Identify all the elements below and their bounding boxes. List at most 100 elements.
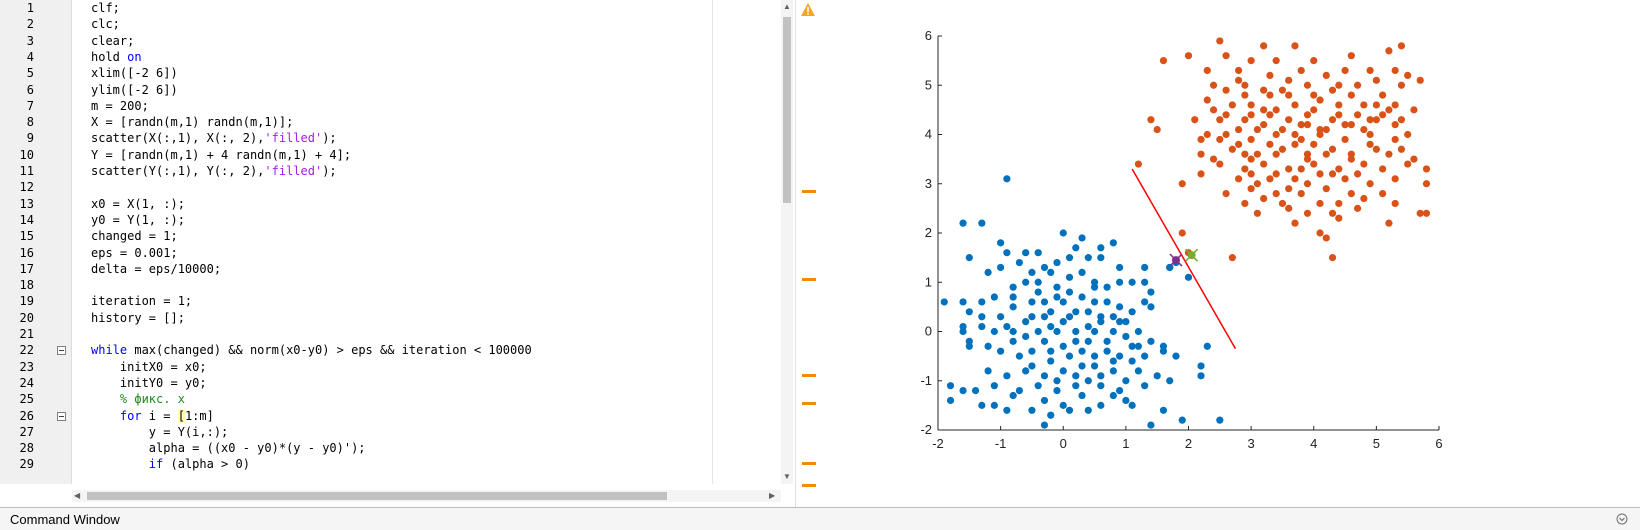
data-point-series-1 xyxy=(1003,406,1011,414)
data-point-series-2 xyxy=(1222,111,1230,119)
code-line[interactable]: scatter(Y(:,1), Y(:, 2),'filled'); xyxy=(91,163,337,180)
code-line[interactable]: while max(changed) && norm(x0-y0) > eps … xyxy=(91,342,532,359)
code-line[interactable]: scatter(X(:,1), X(:, 2),'filled'); xyxy=(91,130,337,147)
scroll-left-icon[interactable]: ◀ xyxy=(74,491,81,500)
data-point-series-2 xyxy=(1272,130,1280,139)
chevron-down-icon[interactable] xyxy=(1616,513,1628,525)
fold-toggle-icon[interactable] xyxy=(57,411,66,421)
data-point-series-2 xyxy=(1247,155,1255,163)
data-point-series-1 xyxy=(978,401,986,409)
warning-marker[interactable] xyxy=(802,402,816,405)
data-point-series-1 xyxy=(984,268,992,276)
data-point-series-1 xyxy=(1122,318,1130,326)
warning-marker[interactable] xyxy=(802,484,816,487)
data-point-series-1 xyxy=(1097,254,1105,262)
horizontal-scrollbar[interactable]: ◀ ▶ xyxy=(72,490,781,502)
line-number: 8 xyxy=(26,115,34,130)
code-line[interactable]: clc; xyxy=(91,16,120,33)
code-line[interactable]: x0 = X(1, :); xyxy=(91,196,185,213)
warning-marker[interactable] xyxy=(802,278,816,281)
code-line[interactable]: delta = eps/10000; xyxy=(91,261,221,278)
data-point-series-2 xyxy=(1335,81,1343,89)
data-point-series-2 xyxy=(1297,165,1305,173)
code-line[interactable]: ylim([-2 6]) xyxy=(91,82,178,99)
code-area[interactable]: clf; clc; clear; hold on xlim([-2 6]) ylim([-… xyxy=(72,0,782,484)
code-line[interactable]: X = [randn(m,1) randn(m,1)]; xyxy=(91,114,293,131)
data-point-series-2 xyxy=(1335,199,1343,208)
code-line[interactable]: % фикс. x xyxy=(91,391,185,408)
warning-marker[interactable] xyxy=(802,462,816,465)
data-point-series-1 xyxy=(1065,352,1074,360)
data-point-series-1 xyxy=(1122,332,1130,341)
code-line[interactable]: iteration = 1; xyxy=(91,293,192,310)
data-point-series-1 xyxy=(1134,367,1142,375)
data-point-series-1 xyxy=(1047,268,1055,276)
data-point-series-1 xyxy=(1003,322,1011,331)
y-tick-label: 2 xyxy=(925,225,932,240)
data-point-series-1 xyxy=(1116,303,1124,311)
data-point-series-2 xyxy=(1297,66,1305,75)
line-number: 20 xyxy=(19,310,34,325)
code-line[interactable]: hold on xyxy=(91,49,142,66)
line-number: 18 xyxy=(19,278,34,293)
data-point-series-1 xyxy=(1065,313,1074,321)
code-line[interactable]: clf; xyxy=(91,0,120,17)
command-window-bar[interactable]: Command Window xyxy=(0,507,1640,530)
data-point-series-2 xyxy=(1291,219,1299,227)
horizontal-scroll-thumb[interactable] xyxy=(87,492,667,500)
data-point-series-1 xyxy=(1097,382,1105,390)
code-line[interactable]: changed = 1; xyxy=(91,228,178,245)
data-point-series-1 xyxy=(1090,327,1099,336)
warning-marker[interactable] xyxy=(802,190,816,193)
data-point-series-1 xyxy=(1022,249,1030,257)
data-point-series-1 xyxy=(1103,283,1111,291)
x-tick-label: 1 xyxy=(1122,436,1129,451)
data-point-series-2 xyxy=(1303,121,1312,129)
fold-toggle-icon[interactable] xyxy=(57,346,66,356)
code-token: history = []; xyxy=(91,310,185,325)
scroll-right-icon[interactable]: ▶ xyxy=(769,491,776,500)
code-line[interactable]: clear; xyxy=(91,33,134,50)
data-point-series-1 xyxy=(959,219,967,227)
data-point-series-1 xyxy=(1065,254,1074,262)
code-line[interactable]: Y = [randn(m,1) + 4 randn(m,1) + 4]; xyxy=(91,147,351,164)
code-line[interactable]: for i = [1:m] xyxy=(91,408,214,425)
line-number: 29 xyxy=(19,457,34,472)
data-point-series-2 xyxy=(1247,57,1255,65)
vertical-scroll-thumb[interactable] xyxy=(783,17,791,203)
data-point-series-1 xyxy=(1022,318,1030,326)
data-point-series-2 xyxy=(1410,155,1418,163)
code-line[interactable]: m = 200; xyxy=(91,98,149,115)
x-tick-label: 6 xyxy=(1435,436,1442,451)
data-point-series-1 xyxy=(1047,347,1055,355)
data-point-series-1 xyxy=(1116,278,1124,286)
data-point-series-2 xyxy=(1278,199,1287,208)
data-point-series-2 xyxy=(1260,160,1268,168)
data-point-series-1 xyxy=(1109,327,1117,336)
code-line[interactable]: initX0 = x0; xyxy=(91,359,207,376)
code-line[interactable]: alpha = ((x0 - y0)*(y - y0)'); xyxy=(91,440,366,457)
vertical-scrollbar[interactable]: ▲ ▼ xyxy=(781,0,793,484)
code-line[interactable]: y0 = Y(1, :); xyxy=(91,212,185,229)
data-point-series-1 xyxy=(990,382,998,390)
scroll-up-icon[interactable]: ▲ xyxy=(783,2,791,11)
data-point-series-1 xyxy=(1053,293,1061,301)
code-editor[interactable]: 1 2 3 4 5 6 7 8 9 10 11 12 13 14 15 16 17 18 19 20 21 22 23 24 2… xyxy=(0,0,796,507)
code-line[interactable]: y = Y(i,:); xyxy=(91,424,228,441)
code-line[interactable]: eps = 0.001; xyxy=(91,245,178,262)
data-point-series-2 xyxy=(1328,170,1337,178)
warning-icon[interactable] xyxy=(801,3,815,16)
center-marker-2 xyxy=(1185,248,1199,262)
warning-marker[interactable] xyxy=(802,374,816,377)
code-line[interactable]: history = []; xyxy=(91,310,185,327)
scroll-down-icon[interactable]: ▼ xyxy=(783,472,791,481)
data-point-series-1 xyxy=(1059,367,1067,375)
data-point-series-1 xyxy=(959,327,967,336)
code-line[interactable]: initY0 = y0; xyxy=(91,375,207,392)
data-point-series-2 xyxy=(1241,165,1249,173)
code-line[interactable]: xlim([-2 6]) xyxy=(91,65,178,82)
data-point-series-2 xyxy=(1285,185,1293,193)
y-tick-label: 6 xyxy=(925,28,932,43)
data-point-series-1 xyxy=(1003,175,1011,183)
code-line[interactable]: if (alpha > 0) xyxy=(91,456,250,473)
